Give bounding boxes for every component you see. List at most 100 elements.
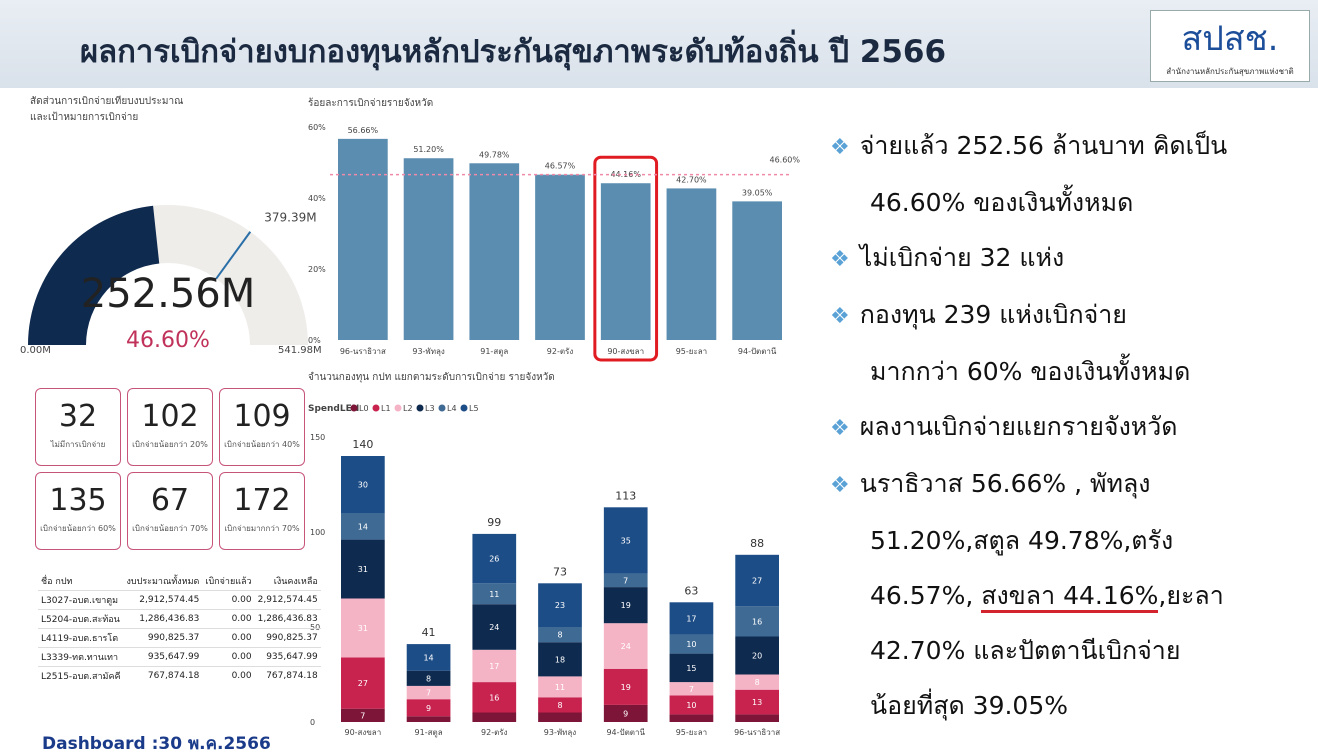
gauge-target <box>215 231 252 280</box>
y-tick-label: 150 <box>310 433 325 442</box>
total-label: 73 <box>553 565 567 578</box>
x-tick-label: 95-ยะลา <box>676 347 707 356</box>
fund-table: ชื่อ กปท งบประมาณทั้งหมด เบิกจ่ายแล้ว เงินค… <box>38 572 321 685</box>
table-row: L3339-ทต.ทานเทา 935,647.99 0.00 935,647.99 <box>38 647 321 667</box>
cell: 990,825.37 <box>123 628 203 648</box>
segment-label: 13 <box>752 698 762 707</box>
segment-label: 16 <box>752 617 762 626</box>
total-label: 63 <box>684 584 698 597</box>
legend-swatch <box>416 404 424 412</box>
bar-segment <box>735 636 779 675</box>
bullet-line: ❖ จ่ายแล้ว 252.56 ล้านบาท คิดเป็น <box>830 118 1227 175</box>
bullet-text: ผลงานเบิกจ่ายแยกรายจังหวัด <box>859 412 1178 441</box>
cell: L5204-อบต.สะท้อน <box>38 609 124 629</box>
cell: 990,825.37 <box>254 628 321 648</box>
kpi-card: 109 เบิกจ่ายน้อยกว่า 40% <box>219 388 305 466</box>
header-cell: เบิกจ่ายแล้ว <box>205 577 252 587</box>
x-tick-label: 96-นราธิวาส <box>340 347 386 356</box>
bar-segment <box>341 513 385 540</box>
bar-segment <box>406 699 451 717</box>
kpi-label: เบิกจ่ายน้อยกว่า 20% <box>132 440 208 449</box>
total-label: 113 <box>615 489 636 502</box>
reference-label: 46.60% <box>769 156 800 165</box>
bar-segment <box>538 697 582 713</box>
bullet-text: จ่ายแล้ว 252.56 ล้านบาท คิดเป็น <box>859 131 1228 160</box>
bullet-line: มากกว่า 60% ของเงินทั้งหมด <box>830 344 1227 399</box>
bar-segment <box>669 714 714 722</box>
segment-label: 17 <box>686 614 696 623</box>
bar-value-label: 56.66% <box>348 126 379 135</box>
kpi-card: 32 ไม่มีการเบิกจ่าย <box>35 388 121 466</box>
bar-segment <box>735 674 779 690</box>
segment-label: 8 <box>755 678 760 687</box>
bar <box>666 188 717 340</box>
cell: L2515-อบต.สามัคคี <box>38 666 124 685</box>
segment-label: 24 <box>621 642 631 651</box>
segment-label: 10 <box>686 701 696 710</box>
bar-segment <box>472 649 517 683</box>
bullet-line: ❖ ผลงานเบิกจ่ายแยกรายจังหวัด <box>830 399 1227 456</box>
cell: 0.00 <box>202 647 255 667</box>
bullet-text: นราธิวาส 56.66% , พัทลุง <box>859 469 1151 498</box>
bullet-line: ❖ นราธิวาส 56.66% , พัทลุง <box>830 456 1227 513</box>
bar-segment <box>472 533 517 584</box>
bar-segment <box>735 689 779 715</box>
segment-label: 7 <box>360 711 365 720</box>
header-band <box>0 0 1318 88</box>
bar <box>600 183 651 340</box>
x-tick-label: 91-สตูล <box>415 728 443 738</box>
legend-swatch <box>394 404 402 412</box>
bar-segment <box>406 644 451 671</box>
chart-title: ร้อยละการเบิกจ่ายรายจังหวัด <box>308 97 433 109</box>
bar-segment <box>538 583 582 627</box>
bar-segment <box>735 606 779 637</box>
x-tick-label: 94-ปัตตานี <box>606 728 645 737</box>
bar-segment <box>406 716 451 722</box>
bullet-text: 51.20%,สตูล 49.78%,ตรัง <box>870 526 1174 555</box>
bullet-icon: ❖ <box>830 416 850 441</box>
segment-label: 31 <box>358 624 368 633</box>
bullet-text: กองทุน 239 แห่งเบิกจ่าย <box>859 300 1127 329</box>
bar-segment <box>603 668 648 705</box>
bar-segment <box>472 712 517 722</box>
bar-segment <box>538 642 582 677</box>
y-tick-label: 40% <box>308 194 326 203</box>
bullet-line: น้อยที่สุด 39.05% <box>870 691 1068 720</box>
cell: 1,286,436.83 <box>123 609 203 629</box>
gauge-value-label: 252.56M <box>81 271 255 317</box>
bullet-text: 46.57%, <box>870 581 982 610</box>
x-tick-label: 92-ตรัง <box>481 728 508 737</box>
legend-label: L5 <box>469 404 479 413</box>
table-row: L4119-อบต.ธารโต 990,825.37 0.00 990,825.37 <box>38 628 321 648</box>
segment-label: 8 <box>557 701 562 710</box>
legend-title: SpendLEN <box>308 404 359 414</box>
kpi-value: 135 <box>49 483 107 518</box>
y-tick-label: 60% <box>308 123 326 132</box>
bullet-text: ไม่เบิกจ่าย 32 แห่ง <box>859 243 1065 272</box>
header-cell: งบประมาณทั้งหมด <box>126 577 200 587</box>
bar-segment <box>603 704 648 722</box>
bar-value-label: 49.78% <box>479 150 510 159</box>
legend-label: L0 <box>359 404 369 413</box>
segment-label: 17 <box>489 662 499 671</box>
logo-text: สปสช. <box>1181 19 1279 59</box>
segment-label: 18 <box>555 655 565 664</box>
gauge-target-label: 379.39M <box>264 211 316 225</box>
bar-segment <box>341 708 385 722</box>
gauge-max: 541.98M <box>278 345 322 356</box>
cell: L3027-อบต.เขาตูม <box>38 590 124 610</box>
cell: 0.00 <box>202 609 255 629</box>
gauge-title: และเป้าหมายการเบิกจ่าย <box>30 111 138 123</box>
bullets: ❖ จ่ายแล้ว 252.56 ล้านบาท คิดเป็น 46.60% ข… <box>830 118 1227 733</box>
segment-label: 16 <box>489 693 499 702</box>
kpi-label: เบิกจ่ายน้อยกว่า 60% <box>40 524 116 533</box>
slide-title: ผลการเบิกจ่ายงบกองทุนหลักประกันสุขภาพระด… <box>80 34 947 70</box>
segment-label: 27 <box>358 679 368 688</box>
y-tick-label: 0 <box>310 718 315 727</box>
total-label: 41 <box>422 626 436 639</box>
bar <box>535 174 585 340</box>
cell: 0.00 <box>202 666 255 685</box>
legend-swatch <box>438 404 446 412</box>
bullet-highlight: สงขลา 44.16% <box>981 581 1159 613</box>
segment-label: 19 <box>621 683 631 692</box>
